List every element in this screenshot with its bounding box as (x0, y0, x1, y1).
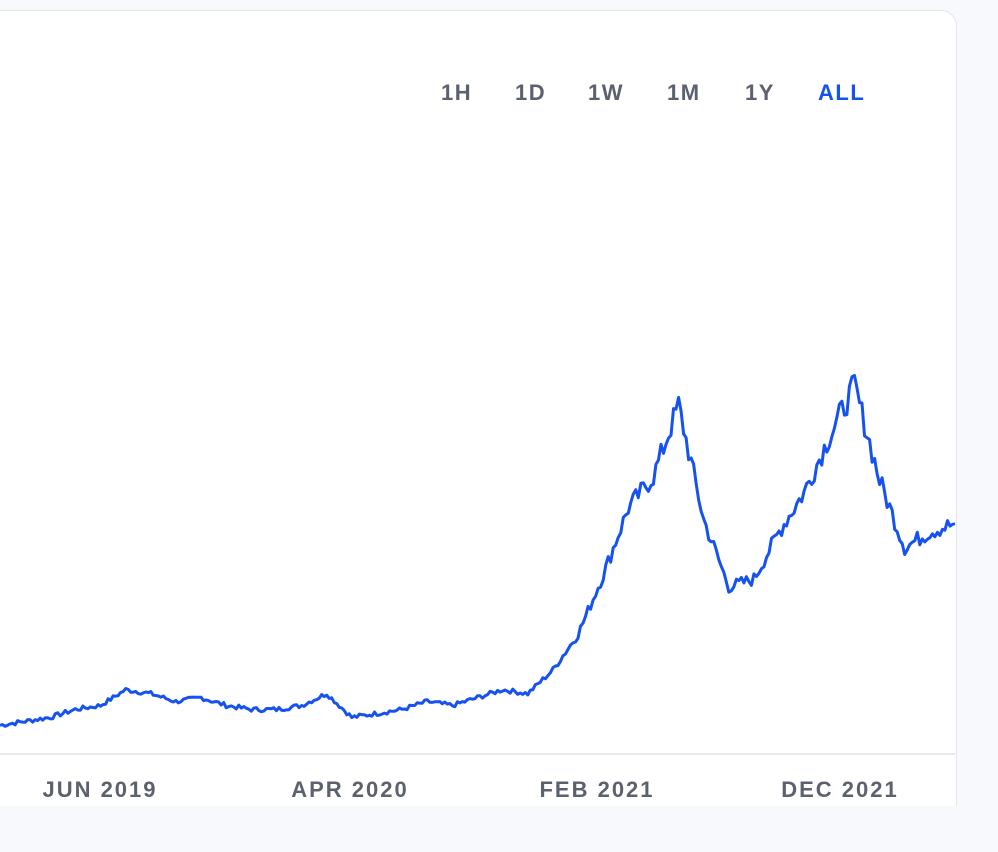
price-chart-card (0, 10, 957, 842)
price-line-series (0, 374, 956, 728)
range-all-button[interactable]: ALL (818, 80, 866, 105)
range-1h-button[interactable]: 1H (441, 80, 473, 105)
range-1d-button[interactable]: 1D (515, 80, 547, 105)
range-1m-button[interactable]: 1M (667, 80, 701, 105)
range-1w-button[interactable]: 1W (588, 80, 624, 105)
x-tick-label: JUN 2019 (42, 777, 157, 802)
x-tick-label: APR 2020 (291, 777, 409, 802)
x-tick-label: FEB 2021 (539, 777, 654, 802)
footer-band (0, 806, 998, 852)
range-1y-button[interactable]: 1Y (745, 80, 775, 105)
x-tick-label: DEC 2021 (781, 777, 899, 802)
time-range-selector: 1H 1D 1W 1M 1Y ALL (0, 80, 998, 110)
